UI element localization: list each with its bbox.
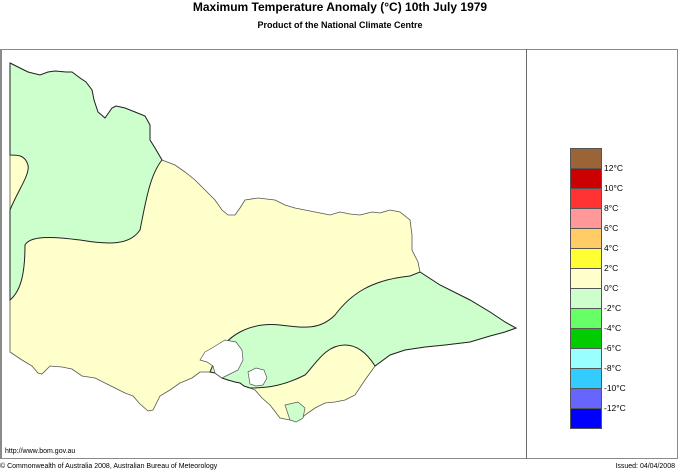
legend-label: -6°C bbox=[604, 343, 622, 353]
legend-swatch bbox=[571, 189, 601, 209]
region-green-southeast bbox=[209, 271, 518, 389]
legend-label: 0°C bbox=[604, 283, 619, 293]
legend-label: -4°C bbox=[604, 323, 622, 333]
legend-label: 2°C bbox=[604, 263, 619, 273]
legend-swatch bbox=[571, 209, 601, 229]
legend-swatch bbox=[571, 289, 601, 309]
legend-label: -2°C bbox=[604, 303, 622, 313]
legend-label: 8°C bbox=[604, 203, 619, 213]
legend-label: -12°C bbox=[604, 403, 626, 413]
legend-swatch bbox=[571, 369, 601, 389]
region-green-northwest bbox=[9, 62, 163, 302]
map-subtitle: Product of the National Climate Centre bbox=[257, 20, 423, 30]
legend-label: 12°C bbox=[604, 163, 623, 173]
legend-swatch bbox=[571, 169, 601, 189]
legend-swatch bbox=[571, 229, 601, 249]
map-frame bbox=[0, 49, 678, 459]
western-port-bay bbox=[247, 367, 268, 387]
legend-swatch bbox=[571, 409, 601, 428]
region-green-promontory bbox=[284, 401, 306, 423]
legend-label: 4°C bbox=[604, 243, 619, 253]
legend-swatch bbox=[571, 309, 601, 329]
port-phillip-bay bbox=[199, 339, 244, 379]
legend-swatch bbox=[571, 349, 601, 369]
legend-swatch bbox=[571, 269, 601, 289]
color-legend bbox=[570, 148, 602, 429]
issued-date: Issued: 04/04/2008 bbox=[615, 463, 675, 470]
legend-label: 6°C bbox=[604, 223, 619, 233]
legend-divider bbox=[526, 49, 527, 459]
bom-url-link[interactable]: http://www.bom.gov.au bbox=[5, 448, 76, 455]
victoria-anomaly-map bbox=[9, 62, 518, 423]
map-title: Maximum Temperature Anomaly (°C) 10th Ju… bbox=[192, 0, 488, 14]
legend-swatch bbox=[571, 249, 601, 269]
legend-label: -8°C bbox=[604, 363, 622, 373]
copyright-notice: © Commonwealth of Australia 2008, Austra… bbox=[0, 463, 218, 470]
legend-label: -10°C bbox=[604, 383, 626, 393]
legend-label: 10°C bbox=[604, 183, 623, 193]
legend-swatch bbox=[571, 149, 601, 169]
legend-swatch bbox=[571, 389, 601, 409]
legend-swatch bbox=[571, 329, 601, 349]
